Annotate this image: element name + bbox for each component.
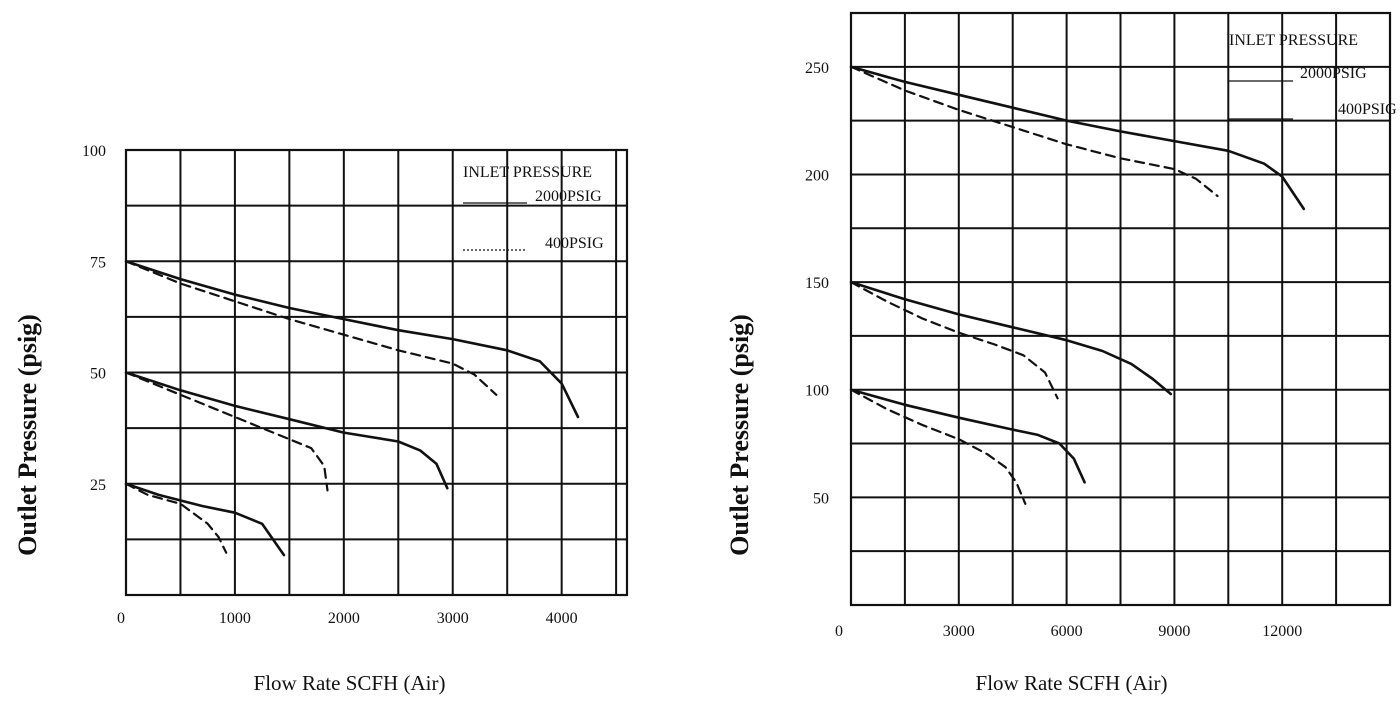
left-y-tick-label: 75 xyxy=(90,254,106,271)
left-y-tick-label: 100 xyxy=(82,143,106,160)
right-x-tick-label: 0 xyxy=(835,623,843,640)
right-legend-label-1: 400PSIG xyxy=(1338,101,1397,118)
right-series-line-1 xyxy=(849,65,1219,198)
left-x-axis-label: Flow Rate SCFH (Air) xyxy=(254,671,446,695)
right-series-line-2 xyxy=(849,280,1173,396)
left-x-tick-label: 3000 xyxy=(437,610,469,627)
left-x-tick-label: 0 xyxy=(117,610,125,627)
right-plot-frame xyxy=(849,11,1392,607)
left-x-tick-label: 1000 xyxy=(219,610,251,627)
right-x-tick-label: 6000 xyxy=(1051,623,1083,640)
left-series-line-0 xyxy=(124,260,580,419)
left-chart: INLET PRESSURE 2000PSIG 400PSIG 0 1000 2000 30… xyxy=(13,143,629,695)
left-legend-label-0: 2000PSIG xyxy=(535,188,602,205)
left-x-tick-label: 2000 xyxy=(328,610,360,627)
left-series-line-2 xyxy=(124,371,449,490)
right-legend-label-0: 2000PSIG xyxy=(1300,65,1367,82)
left-series-line-1 xyxy=(124,260,498,396)
right-y-tick-label: 200 xyxy=(805,167,829,184)
right-y-tick-label: 100 xyxy=(805,383,829,400)
right-y-tick-label: 50 xyxy=(813,490,829,507)
right-y-axis-label: Outlet Pressure (psig) xyxy=(725,314,754,556)
right-legend-title: INLET PRESSURE xyxy=(1229,32,1358,49)
left-y-tick-label: 25 xyxy=(90,477,106,494)
right-x-tick-label: 9000 xyxy=(1158,623,1190,640)
left-series-line-4 xyxy=(124,482,286,557)
left-legend-label-1: 400PSIG xyxy=(545,235,604,252)
right-series-line-4 xyxy=(849,388,1086,484)
left-series-line-5 xyxy=(124,482,228,554)
right-series-line-5 xyxy=(849,388,1027,505)
right-x-axis-label: Flow Rate SCFH (Air) xyxy=(976,671,1168,695)
right-series-line-0 xyxy=(849,65,1306,211)
right-x-tick-label: 3000 xyxy=(943,623,975,640)
left-x-tick-label: 4000 xyxy=(546,610,578,627)
right-y-tick-label: 250 xyxy=(805,60,829,77)
right-series-line-3 xyxy=(849,281,1059,400)
left-y-axis-label: Outlet Pressure (psig) xyxy=(13,314,42,556)
left-legend-title: INLET PRESSURE xyxy=(463,164,592,181)
right-chart: INLET PRESSURE 2000PSIG 400PSIG 0 3000 6000 90… xyxy=(725,11,1397,695)
right-x-tick-label: 12000 xyxy=(1262,623,1302,640)
right-y-tick-label: 150 xyxy=(805,275,829,292)
left-y-tick-label: 50 xyxy=(90,366,106,383)
left-series-line-3 xyxy=(124,371,329,492)
